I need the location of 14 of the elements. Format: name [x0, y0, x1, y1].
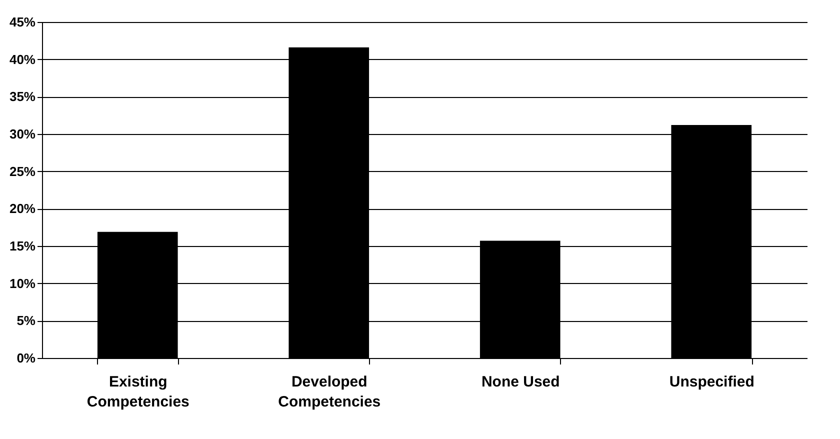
x-tick-label: Unspecified	[669, 374, 754, 390]
y-tick-label: 20%	[9, 201, 36, 216]
y-tick-label: 0%	[16, 350, 36, 366]
y-tick-label: 35%	[9, 89, 36, 104]
y-tick-label: 40%	[9, 52, 36, 67]
y-tick-label: 5%	[16, 313, 36, 328]
y-tick-label: 10%	[9, 276, 36, 291]
y-tick-label: 25%	[9, 164, 36, 179]
y-tick-label: 15%	[9, 238, 36, 254]
x-tick-label: Developed Competencies	[278, 374, 381, 410]
y-tick-label: 30%	[9, 126, 36, 142]
x-tick-label: None Used	[481, 374, 560, 390]
y-tick-label: 45%	[9, 14, 36, 30]
x-tick-label: Existing Competencies	[86, 374, 190, 410]
